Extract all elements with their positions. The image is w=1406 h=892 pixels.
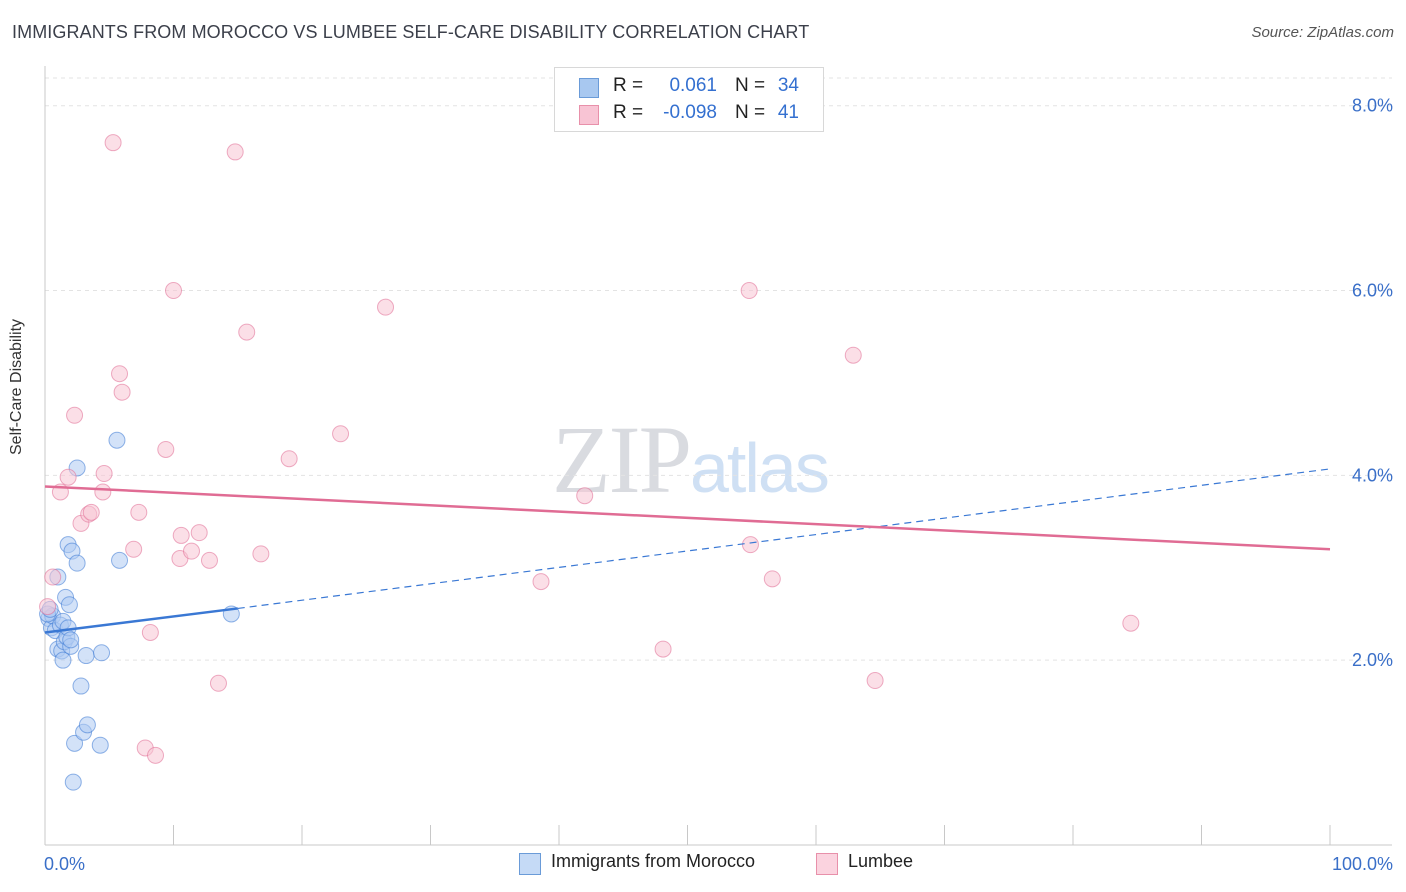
point-morocco: [93, 644, 111, 662]
legend-swatch-morocco: [579, 78, 599, 98]
point-lumbee: [252, 545, 270, 563]
bottom-legend-swatch-morocco: [519, 853, 541, 875]
point-morocco: [64, 773, 82, 791]
legend-n-value: 34: [777, 75, 799, 96]
trendline-extension-morocco: [237, 468, 1331, 610]
legend-row-lumbee: R = -0.098 N = 41: [555, 101, 823, 127]
point-morocco: [91, 736, 109, 754]
source-label: Source: ZipAtlas.com: [1251, 24, 1394, 41]
point-morocco: [54, 651, 72, 669]
point-lumbee: [44, 568, 62, 586]
point-lumbee: [157, 440, 175, 458]
point-lumbee: [95, 465, 113, 483]
point-lumbee: [238, 323, 256, 341]
point-lumbee: [94, 483, 112, 501]
legend-r-value: 0.061: [669, 75, 717, 96]
x-tick-label: 0.0%: [44, 854, 85, 874]
legend-swatch-lumbee: [579, 105, 599, 125]
point-lumbee: [111, 365, 129, 383]
point-morocco: [60, 596, 78, 614]
point-morocco: [78, 716, 96, 734]
trendline-morocco: [44, 607, 238, 634]
point-lumbee: [200, 551, 218, 569]
y-tick-label: 6.0%: [1352, 281, 1393, 301]
y-axis-label: Self-Care Disability: [8, 318, 25, 455]
legend-r-value: -0.098: [663, 102, 717, 123]
point-lumbee: [39, 598, 57, 616]
watermark: ZIPatlas: [552, 404, 830, 515]
point-morocco: [111, 551, 129, 569]
point-lumbee: [130, 503, 148, 521]
legend-r-label: R =: [613, 75, 644, 96]
point-lumbee: [141, 623, 159, 641]
point-lumbee: [740, 282, 758, 300]
point-lumbee: [866, 672, 884, 690]
point-lumbee: [532, 573, 550, 591]
point-lumbee: [332, 425, 350, 443]
point-lumbee: [147, 746, 165, 764]
point-lumbee: [125, 540, 143, 558]
point-lumbee: [763, 570, 781, 588]
watermark-atlas: atlas: [690, 429, 830, 507]
point-morocco: [108, 431, 126, 449]
point-morocco: [72, 677, 90, 695]
bottom-legend-swatch-lumbee: [816, 853, 838, 875]
trendline-lumbee: [44, 485, 1331, 551]
point-lumbee: [104, 134, 122, 152]
bottom-legend-label-morocco: Immigrants from Morocco: [551, 851, 756, 871]
y-tick-label: 8.0%: [1352, 96, 1393, 116]
legend-row-morocco: R = 0.061 N = 34: [555, 74, 823, 100]
point-lumbee: [59, 468, 77, 486]
point-morocco: [66, 734, 84, 752]
legend-n-label: N =: [735, 75, 766, 96]
point-lumbee: [209, 674, 227, 692]
legend-n-label: N =: [735, 102, 766, 123]
point-lumbee: [66, 406, 84, 424]
point-lumbee: [165, 282, 182, 300]
legend-n-value: 41: [777, 102, 799, 123]
y-tick-label: 2.0%: [1352, 650, 1393, 670]
point-lumbee: [182, 542, 200, 560]
point-lumbee: [741, 536, 759, 554]
bottom-legend-label-lumbee: Lumbee: [848, 851, 914, 871]
y-tick-label: 4.0%: [1352, 465, 1393, 485]
legend-r-label: R =: [613, 102, 644, 123]
point-lumbee: [113, 383, 131, 401]
point-lumbee: [377, 298, 395, 316]
point-morocco: [77, 647, 95, 665]
point-lumbee: [1122, 614, 1140, 632]
point-lumbee: [576, 487, 594, 505]
stats-legend: R = 0.061 N = 34 R = -0.098 N = 41: [554, 67, 824, 132]
chart-title: IMMIGRANTS FROM MOROCCO VS LUMBEE SELF-C…: [12, 22, 810, 42]
point-lumbee: [280, 450, 298, 468]
point-lumbee: [82, 503, 100, 521]
watermark-zip: ZIP: [552, 406, 692, 513]
point-lumbee: [190, 524, 208, 542]
point-morocco: [68, 554, 86, 572]
point-lumbee: [226, 143, 244, 161]
point-lumbee: [844, 346, 862, 364]
point-morocco: [62, 631, 80, 649]
point-lumbee: [654, 640, 672, 658]
x-tick-label: 100.0%: [1332, 854, 1393, 874]
point-lumbee: [172, 526, 190, 544]
